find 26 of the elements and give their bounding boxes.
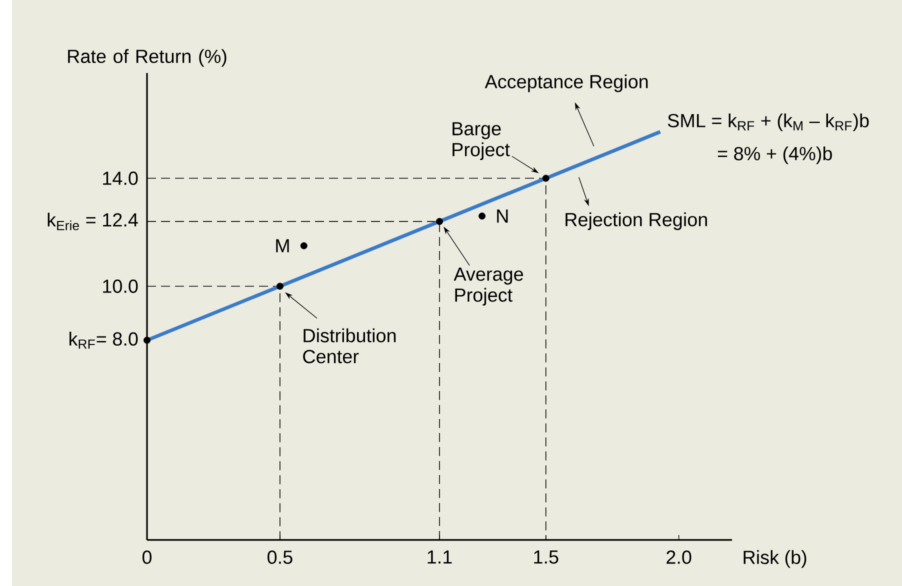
x-tick-label: 1.5	[534, 550, 558, 564]
y-tick-label: 14.0	[103, 172, 138, 185]
point	[478, 212, 486, 220]
y-tick-label: k$_{Erie}$ = 12.4	[48, 212, 138, 230]
point	[542, 174, 550, 182]
y-tick-label: 10.0	[103, 280, 138, 293]
x-axis-title: Risk (b)	[744, 550, 806, 568]
x-tick-label: 0.5	[268, 550, 292, 564]
annotation: Distribution Center	[303, 328, 396, 364]
x-tick-label: 1.1	[428, 550, 452, 564]
annotation: = 8% + (4%)b	[718, 146, 832, 164]
point	[436, 218, 444, 225]
annotation: Rejection Region	[566, 212, 707, 230]
x-tick-label: 2.0	[666, 550, 692, 564]
y-axis-title: Rate of Return (%)	[68, 49, 226, 67]
annotation: Barge Project	[452, 122, 510, 160]
series-label: M	[276, 239, 289, 252]
point	[276, 282, 284, 290]
annotation: Average Project	[454, 268, 524, 306]
point	[144, 336, 151, 344]
x-tick-label: 0	[142, 550, 152, 564]
series-label: N	[497, 210, 508, 223]
y-tick-label: k$_{RF}$= 8.0	[70, 332, 138, 349]
annotation: Acceptance Region	[484, 74, 648, 92]
point	[300, 242, 308, 250]
annotation: SML = k$_{RF}$ + (k$_{M}$ – k$_{RF}$)b	[668, 113, 869, 132]
